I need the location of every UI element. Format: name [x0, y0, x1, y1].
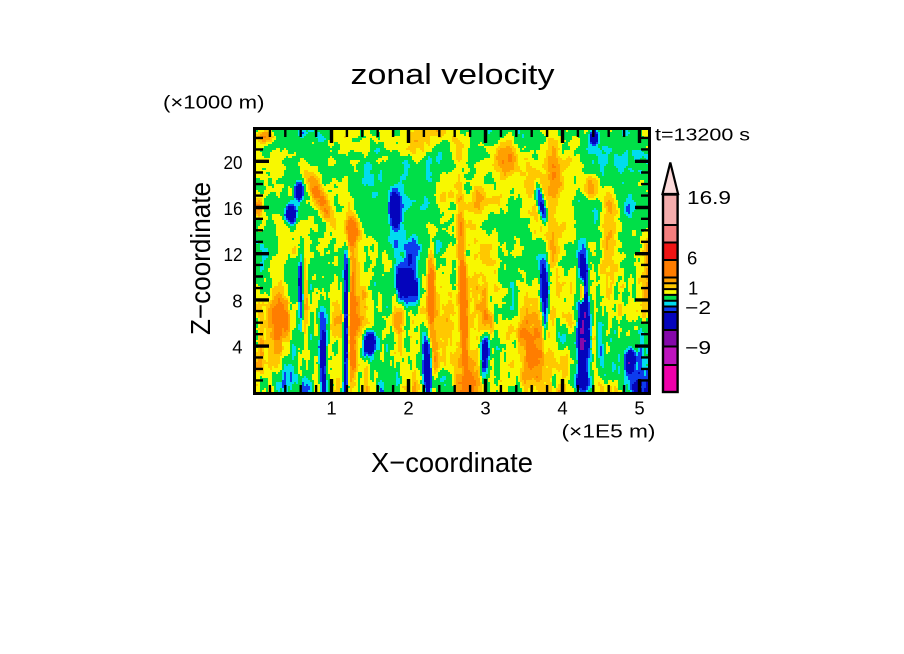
svg-text:X−coordinate: X−coordinate [371, 447, 533, 478]
svg-text:t=13200 s: t=13200 s [655, 125, 750, 145]
svg-text:1: 1 [326, 398, 336, 419]
svg-text:−2: −2 [685, 297, 711, 318]
svg-text:1: 1 [688, 278, 698, 299]
svg-text:3: 3 [480, 398, 490, 419]
svg-text:2: 2 [403, 398, 413, 419]
svg-text:16: 16 [224, 198, 243, 219]
svg-text:20: 20 [224, 152, 243, 173]
svg-text:(×1E5 m): (×1E5 m) [562, 422, 656, 442]
svg-text:12: 12 [224, 244, 243, 265]
svg-text:4: 4 [232, 337, 242, 358]
svg-text:(×1000 m): (×1000 m) [163, 93, 265, 113]
svg-text:zonal velocity: zonal velocity [351, 59, 556, 91]
svg-text:8: 8 [232, 290, 242, 311]
svg-text:Z−coordinate: Z−coordinate [185, 182, 216, 335]
svg-text:−9: −9 [685, 337, 711, 358]
svg-text:4: 4 [557, 398, 567, 419]
svg-text:6: 6 [687, 248, 697, 269]
svg-text:5: 5 [634, 398, 644, 419]
svg-text:16.9: 16.9 [687, 187, 731, 208]
